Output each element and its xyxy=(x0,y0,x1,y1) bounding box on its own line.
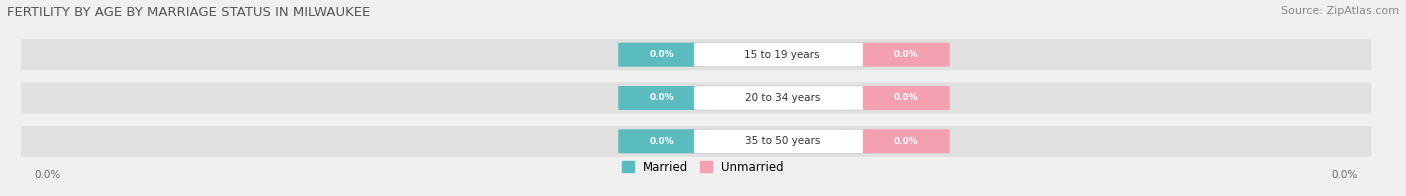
FancyBboxPatch shape xyxy=(695,86,870,110)
FancyBboxPatch shape xyxy=(619,129,704,153)
FancyBboxPatch shape xyxy=(619,86,704,110)
Text: 0.0%: 0.0% xyxy=(1331,170,1358,180)
FancyBboxPatch shape xyxy=(695,129,870,153)
FancyBboxPatch shape xyxy=(21,83,1371,113)
Text: 15 to 19 years: 15 to 19 years xyxy=(745,50,820,60)
Text: 0.0%: 0.0% xyxy=(894,93,918,103)
Text: 0.0%: 0.0% xyxy=(650,50,673,59)
Legend: Married, Unmarried: Married, Unmarried xyxy=(617,156,789,179)
FancyBboxPatch shape xyxy=(863,129,949,153)
Text: 20 to 34 years: 20 to 34 years xyxy=(745,93,820,103)
FancyBboxPatch shape xyxy=(695,43,870,67)
Text: 0.0%: 0.0% xyxy=(894,50,918,59)
Text: 0.0%: 0.0% xyxy=(894,137,918,146)
FancyBboxPatch shape xyxy=(21,39,1371,70)
Text: 0.0%: 0.0% xyxy=(650,93,673,103)
Text: 35 to 50 years: 35 to 50 years xyxy=(745,136,820,146)
FancyBboxPatch shape xyxy=(863,43,949,67)
FancyBboxPatch shape xyxy=(863,86,949,110)
Text: FERTILITY BY AGE BY MARRIAGE STATUS IN MILWAUKEE: FERTILITY BY AGE BY MARRIAGE STATUS IN M… xyxy=(7,6,370,19)
Text: Source: ZipAtlas.com: Source: ZipAtlas.com xyxy=(1281,6,1399,16)
FancyBboxPatch shape xyxy=(21,126,1371,157)
FancyBboxPatch shape xyxy=(619,43,704,67)
Text: 0.0%: 0.0% xyxy=(650,137,673,146)
Text: 0.0%: 0.0% xyxy=(35,170,60,180)
